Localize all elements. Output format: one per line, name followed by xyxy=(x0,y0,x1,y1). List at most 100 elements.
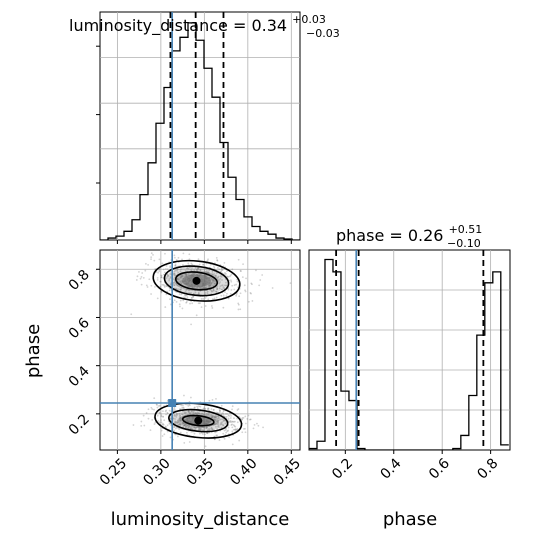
sample-point xyxy=(200,306,203,309)
sample-point xyxy=(181,275,184,278)
sample-point xyxy=(164,268,167,270)
sample-point xyxy=(191,302,194,305)
sample-point xyxy=(186,424,188,427)
sample-point xyxy=(205,427,207,430)
sample-point xyxy=(183,442,186,444)
sample-point xyxy=(154,285,156,288)
sample-point xyxy=(210,276,212,279)
joint-contours xyxy=(152,259,243,439)
sample-point xyxy=(168,279,170,282)
sample-point xyxy=(213,266,216,269)
sample-point xyxy=(165,293,168,296)
sample-point xyxy=(230,279,232,282)
sample-point xyxy=(224,422,227,425)
sample-point xyxy=(179,419,182,422)
sample-point xyxy=(231,430,234,433)
sample-point xyxy=(214,290,217,293)
sample-point xyxy=(212,290,215,292)
sample-point xyxy=(271,287,274,289)
sample-point xyxy=(173,274,176,277)
sample-point xyxy=(229,417,232,419)
sample-point xyxy=(173,272,176,275)
x-tick-label-luminosity-distance: 0.40 xyxy=(227,456,260,489)
sample-point xyxy=(179,424,182,427)
sample-point xyxy=(255,269,257,272)
sample-point xyxy=(219,281,221,283)
sample-point xyxy=(212,265,215,268)
sample-point xyxy=(140,420,143,423)
sample-point xyxy=(213,423,216,426)
sample-point xyxy=(181,413,183,416)
sample-point xyxy=(183,412,186,415)
sample-point xyxy=(217,422,220,425)
sample-point xyxy=(183,294,186,297)
sample-point xyxy=(233,428,236,431)
sample-point xyxy=(244,290,247,293)
sample-point xyxy=(160,429,163,432)
sample-point xyxy=(220,418,222,421)
sample-point xyxy=(156,406,159,409)
sample-point xyxy=(208,284,211,287)
sample-point xyxy=(218,411,221,414)
sample-point xyxy=(142,277,145,279)
sample-point xyxy=(162,283,165,286)
sample-point xyxy=(230,289,233,291)
sample-point xyxy=(164,252,166,255)
sample-point xyxy=(215,422,218,425)
sample-point xyxy=(174,418,176,420)
sample-point xyxy=(191,428,194,430)
sample-point xyxy=(210,408,213,411)
sample-point xyxy=(218,279,221,281)
sample-point xyxy=(239,308,242,311)
sample-point xyxy=(212,415,215,418)
sample-point xyxy=(175,300,178,303)
sample-point xyxy=(187,411,189,413)
sample-point xyxy=(243,284,246,287)
sample-point xyxy=(185,425,188,428)
y-tick-label-phase: 0.8 xyxy=(66,267,93,294)
sample-point xyxy=(207,271,210,273)
sample-point xyxy=(172,283,175,285)
sample-point xyxy=(181,422,184,425)
sample-point xyxy=(173,273,176,276)
sample-point xyxy=(150,258,152,261)
sample-point xyxy=(217,424,220,427)
sample-point xyxy=(189,427,192,430)
sample-point xyxy=(178,418,181,420)
sample-point xyxy=(177,256,180,259)
sample-point xyxy=(158,412,161,414)
sample-point xyxy=(219,409,221,412)
sample-point xyxy=(259,279,262,281)
sample-point xyxy=(162,422,164,425)
sample-point xyxy=(209,284,212,287)
sample-point xyxy=(209,283,212,286)
sample-point xyxy=(182,410,184,413)
sample-point xyxy=(132,424,135,426)
sample-point xyxy=(208,284,211,287)
sample-point xyxy=(174,414,177,417)
sample-point xyxy=(213,272,216,275)
contour-line xyxy=(174,271,219,291)
sample-point xyxy=(189,412,191,414)
sample-point xyxy=(173,281,175,284)
sample-point xyxy=(165,426,167,429)
sample-point xyxy=(145,284,148,287)
sample-point xyxy=(136,275,139,278)
sample-point xyxy=(208,285,211,288)
sample-point xyxy=(214,415,217,418)
sample-point xyxy=(174,433,176,436)
sample-point xyxy=(143,424,146,427)
sample-point xyxy=(191,263,194,266)
quantile-lines xyxy=(169,12,485,450)
sample-point xyxy=(188,289,190,292)
sample-point xyxy=(237,408,240,410)
sample-point xyxy=(214,282,216,285)
sample-point xyxy=(235,293,238,296)
sample-point xyxy=(185,273,188,276)
sample-point xyxy=(184,290,187,293)
sample-point xyxy=(156,414,159,417)
sample-point xyxy=(188,253,191,256)
sample-point xyxy=(176,426,179,429)
sample-point xyxy=(222,413,225,416)
sample-point xyxy=(222,432,225,435)
